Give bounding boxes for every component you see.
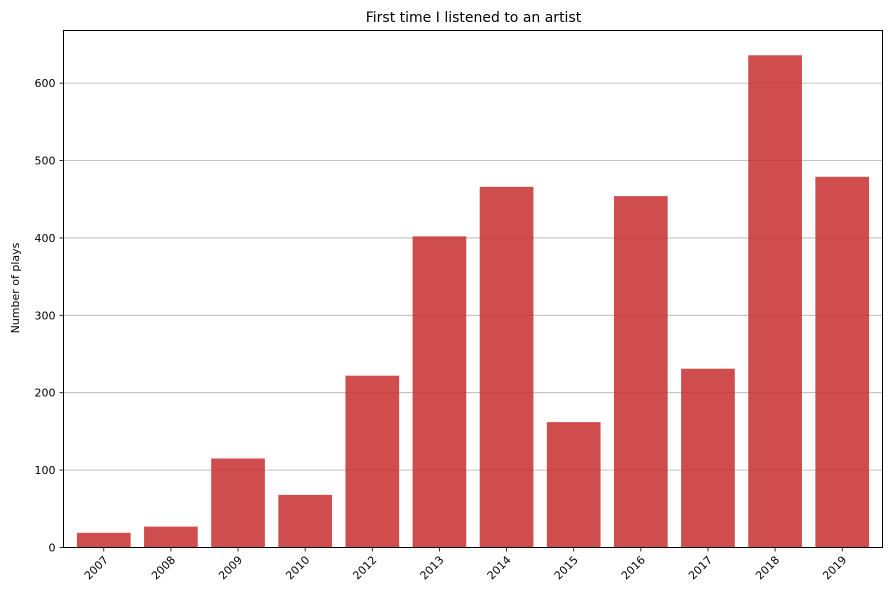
bar-2010 [278,494,333,548]
bar-2015 [546,422,601,548]
x-tick-label: 2007 [82,553,111,582]
x-tick-label: 2008 [149,553,178,582]
y-tick-label: 300 [35,309,56,322]
y-tick-label: 100 [35,464,56,477]
bar-2013 [412,236,467,548]
x-tick-label: 2018 [753,553,782,582]
bar-2017 [681,368,735,548]
x-tick-label: 2013 [418,553,447,582]
x-tick-label: 2009 [216,553,245,582]
plot-frame [63,30,883,548]
bars [76,55,870,548]
x-tick-label: 2014 [485,553,514,582]
y-axis-label: Number of plays [9,242,22,333]
bar-2014 [479,186,534,548]
y-tick-label: 0 [49,542,56,555]
bar-2008 [144,526,198,548]
bar-2016 [613,196,668,548]
x-tick-label: 2010 [283,553,312,582]
x-tick-label: 2017 [686,553,715,582]
x-tick-label: 2015 [552,553,581,582]
y-axis-ticks: 0 100 200 300 400 500 600 [35,77,64,555]
bar-2019 [815,176,870,548]
bar-2009 [211,458,265,548]
y-tick-label: 400 [35,232,56,245]
y-tick-label: 600 [35,77,56,90]
gridlines [63,82,883,548]
bar-2007 [76,532,131,548]
x-tick-label: 2012 [350,553,379,582]
y-tick-label: 500 [35,155,56,168]
x-tick-label: 2016 [619,553,648,582]
x-tick-label: 2019 [820,553,849,582]
y-tick-label: 200 [35,387,56,400]
bar-2018 [748,55,802,548]
bar-2012 [345,375,400,548]
chart-title: First time I listened to an artist [366,10,582,26]
x-axis-ticks: 2007 2008 2009 2010 2012 2013 2014 2015 2016 2017… [82,547,849,582]
